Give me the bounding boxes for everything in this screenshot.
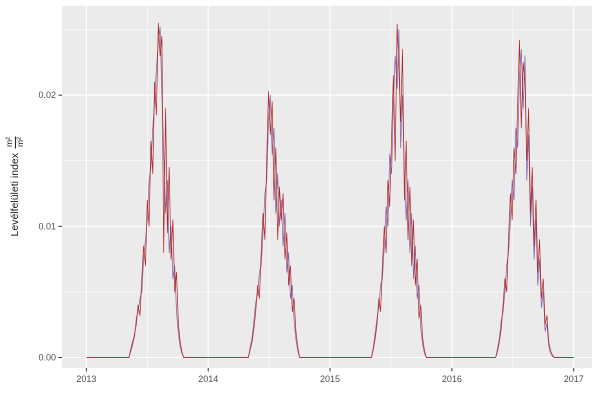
x-tick-label: 2015 (320, 374, 340, 384)
x-tick-label: 2016 (442, 374, 462, 384)
series-purple (86, 26, 574, 358)
y-tick-label: 0.02 (38, 90, 56, 100)
x-tick-label: 2013 (76, 374, 96, 384)
x-tick-label: 2014 (198, 374, 218, 384)
y-tick-label: 0.00 (38, 353, 56, 363)
y-tick-label: 0.01 (38, 221, 56, 231)
series-red (86, 22, 574, 358)
x-tick-label: 2017 (564, 374, 584, 384)
